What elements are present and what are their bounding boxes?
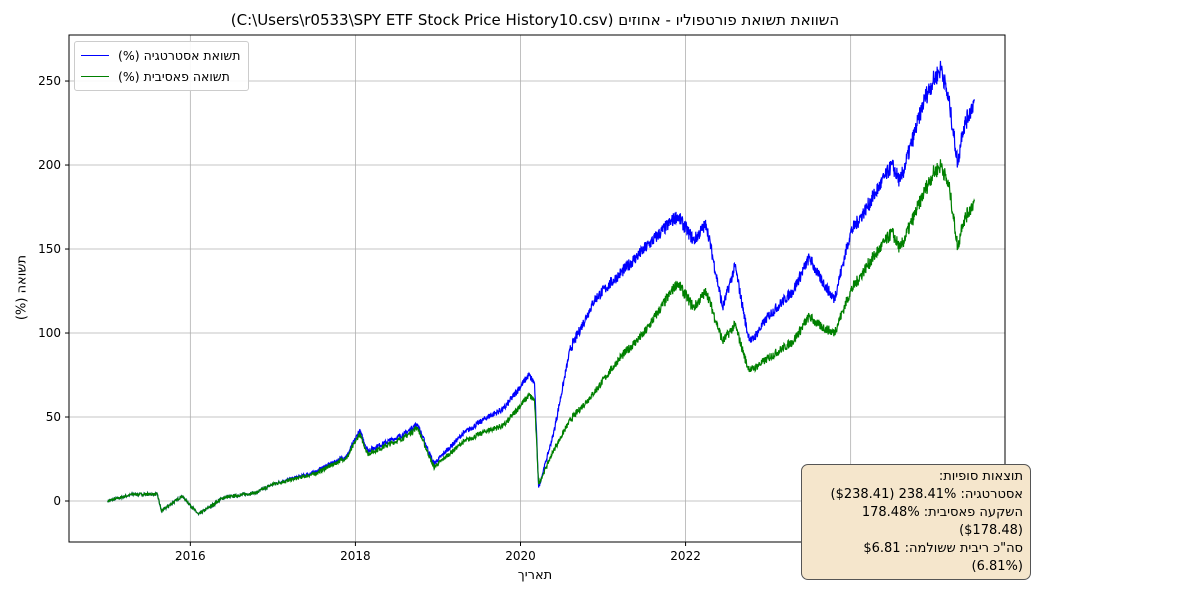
y-tick-label: 50: [46, 410, 61, 424]
chart-title: השוואת תשואת פורטפוליו - אחוזים (C:\User…: [230, 11, 840, 29]
legend-line-strategy: [81, 55, 109, 56]
x-tick-label: 2016: [175, 549, 206, 563]
legend-label: תשואת אסטרטגיה (%): [118, 48, 241, 63]
legend-item-passive: תשואה פאסיבית (%): [81, 66, 240, 87]
annotation-line: אסטרטגיה: 238.41% ($238.41): [830, 487, 1024, 502]
annotation-line: סה"כ ריבית ששולמה: $6.81 (6.81%): [863, 541, 1023, 574]
y-tick-label: 200: [38, 158, 61, 172]
y-tick-label: 100: [38, 326, 61, 340]
y-tick-label: 250: [38, 74, 61, 88]
x-tick-label: 2020: [505, 549, 536, 563]
series-line-passive: [107, 159, 976, 516]
legend-item-strategy: תשואת אסטרטגיה (%): [81, 45, 240, 66]
results-annotation: תוצאות סופיות: אסטרטגיה: 238.41% ($238.4…: [801, 464, 1031, 580]
x-tick-label: 2022: [670, 549, 701, 563]
series-line-strategy: [107, 60, 976, 516]
x-tick-label: 2018: [340, 549, 371, 563]
plot-frame: [68, 34, 1006, 543]
legend-label: תשואה פאסיבית (%): [118, 69, 230, 84]
y-tick-label: 0: [53, 494, 61, 508]
x-axis-label: תאריך: [517, 568, 553, 583]
y-axis-label: תשואה (%): [14, 254, 30, 321]
legend-line-passive: [81, 76, 109, 77]
annotation-heading: תוצאות סופיות:: [938, 469, 1023, 484]
y-tick-label: 150: [38, 242, 61, 256]
legend: תשואת אסטרטגיה (%) תשואה פאסיבית (%): [74, 41, 250, 91]
annotation-line: השקעה פאסיבית: 178.48% ($178.48): [861, 505, 1023, 538]
